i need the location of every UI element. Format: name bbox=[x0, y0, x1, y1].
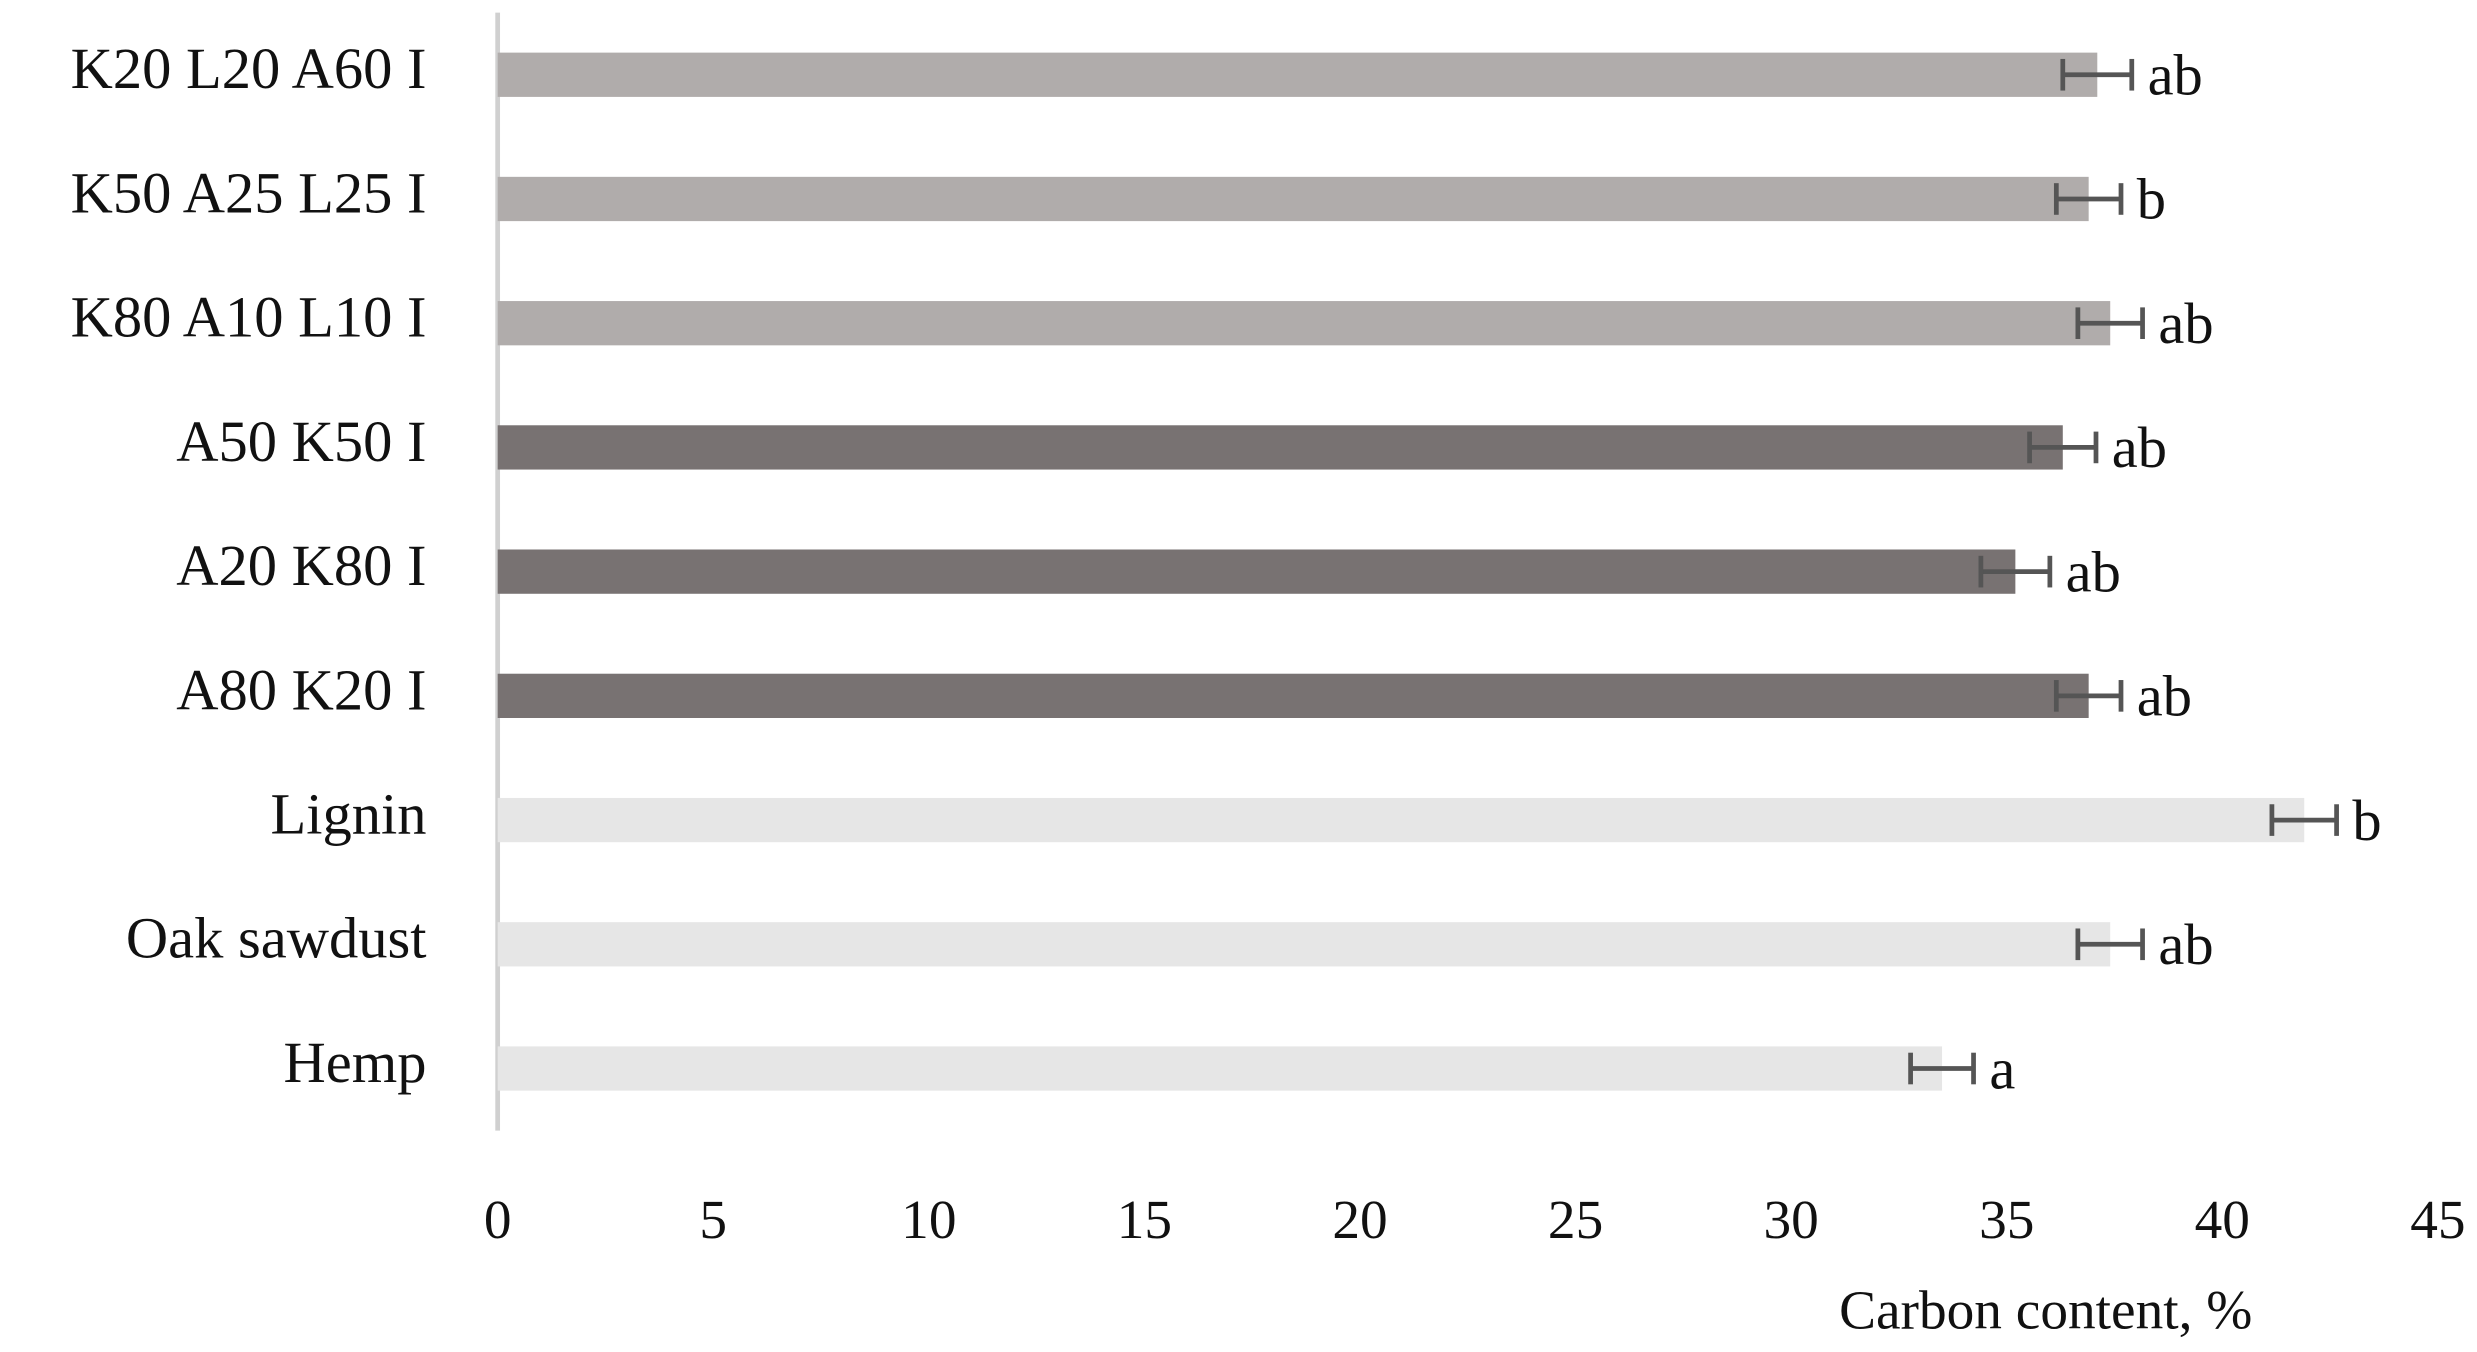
y-tick-label: A20 K80 I bbox=[176, 533, 426, 598]
bar bbox=[497, 425, 2063, 470]
y-tick-label: K50 A25 L25 I bbox=[71, 160, 427, 225]
significance-label: a bbox=[1989, 1036, 2015, 1101]
bar bbox=[497, 176, 2089, 222]
y-tick-label: K20 L20 A60 I bbox=[71, 36, 427, 101]
x-tick-label: 35 bbox=[1979, 1189, 2034, 1250]
error-bar bbox=[2075, 307, 2145, 340]
significance-label: ab bbox=[2148, 43, 2203, 108]
bar bbox=[497, 797, 2305, 843]
error-bar bbox=[1978, 555, 2053, 588]
x-axis-label: Carbon content, % bbox=[1839, 1279, 2252, 1340]
y-tick-label: A80 K20 I bbox=[176, 657, 426, 722]
error-bar bbox=[1908, 1052, 1976, 1085]
error-bar bbox=[2053, 183, 2124, 215]
bar bbox=[497, 1046, 1943, 1091]
bar bbox=[497, 673, 2089, 718]
x-tick-label: 30 bbox=[1763, 1189, 1818, 1250]
y-tick-label: Hemp bbox=[284, 1030, 427, 1095]
significance-label: ab bbox=[2137, 664, 2192, 729]
y-tick-label: A50 K50 I bbox=[176, 409, 426, 474]
y-tick-label: Lignin bbox=[271, 781, 427, 846]
bar bbox=[497, 549, 2016, 594]
error-bar bbox=[2053, 680, 2124, 712]
x-tick-label: 20 bbox=[1332, 1189, 1387, 1250]
error-bar bbox=[2075, 928, 2145, 961]
x-tick-label: 0 bbox=[484, 1189, 512, 1250]
y-tick-label: Oak sawdust bbox=[126, 906, 427, 971]
bar bbox=[497, 301, 2111, 346]
error-bar bbox=[2027, 431, 2099, 464]
x-tick-label: 40 bbox=[2195, 1189, 2250, 1250]
y-tick-label: K80 A10 L10 I bbox=[71, 285, 427, 350]
bar bbox=[497, 52, 2098, 97]
significance-label: ab bbox=[2158, 291, 2213, 356]
x-tick-label: 45 bbox=[2410, 1189, 2465, 1250]
x-tick-label: 15 bbox=[1117, 1189, 1172, 1250]
bar bbox=[497, 922, 2111, 967]
significance-label: b bbox=[2137, 167, 2166, 232]
significance-label: ab bbox=[2158, 912, 2213, 977]
error-bar bbox=[2269, 804, 2339, 836]
significance-label: b bbox=[2352, 788, 2381, 853]
x-tick-label: 10 bbox=[901, 1189, 956, 1250]
x-tick-label: 5 bbox=[699, 1189, 727, 1250]
error-bar bbox=[2060, 58, 2135, 91]
x-tick-label: 25 bbox=[1548, 1189, 1603, 1250]
significance-label: ab bbox=[2112, 415, 2167, 480]
significance-label: ab bbox=[2066, 539, 2121, 604]
